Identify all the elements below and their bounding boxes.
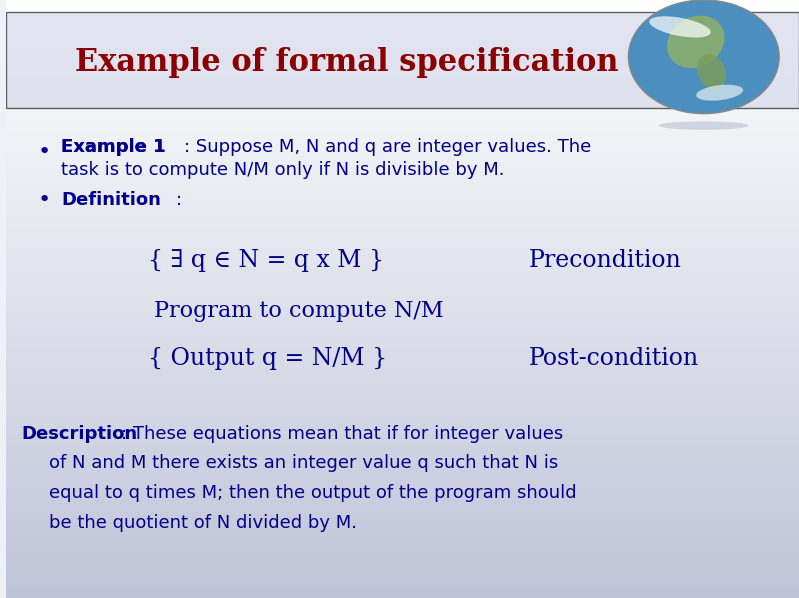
Ellipse shape [698, 54, 726, 90]
Text: Program to compute N/M: Program to compute N/M [154, 300, 444, 322]
Circle shape [628, 0, 779, 114]
Text: be the quotient of N divided by M.: be the quotient of N divided by M. [50, 514, 357, 532]
Text: Example 1: Example 1 [61, 138, 165, 155]
Text: of N and M there exists an integer value q such that N is: of N and M there exists an integer value… [50, 454, 559, 472]
Ellipse shape [667, 16, 725, 68]
Text: Example of formal specification: Example of formal specification [75, 47, 618, 78]
Text: { ∃ q ∈ N = q x M }: { ∃ q ∈ N = q x M } [149, 249, 384, 271]
Text: Precondition: Precondition [529, 249, 682, 271]
Text: :: : [176, 191, 182, 209]
Text: : These equations mean that if for integer values: : These equations mean that if for integ… [121, 425, 562, 443]
Text: Example 1: Example 1 [61, 138, 165, 155]
Text: task is to compute N/M only if N is divisible by M.: task is to compute N/M only if N is divi… [61, 161, 505, 179]
Text: { Output q = N/M }: { Output q = N/M } [149, 347, 388, 370]
Ellipse shape [658, 121, 749, 130]
Ellipse shape [696, 85, 743, 100]
Text: Post-condition: Post-condition [529, 347, 699, 370]
Text: Description: Description [22, 425, 137, 443]
FancyBboxPatch shape [6, 12, 799, 108]
Ellipse shape [649, 16, 711, 38]
Text: •: • [38, 142, 50, 163]
Text: Definition: Definition [61, 191, 161, 209]
Text: : Suppose M, N and q are integer values. The: : Suppose M, N and q are integer values.… [184, 138, 591, 155]
Text: equal to q times M; then the output of the program should: equal to q times M; then the output of t… [50, 484, 577, 502]
Text: •: • [38, 190, 50, 210]
